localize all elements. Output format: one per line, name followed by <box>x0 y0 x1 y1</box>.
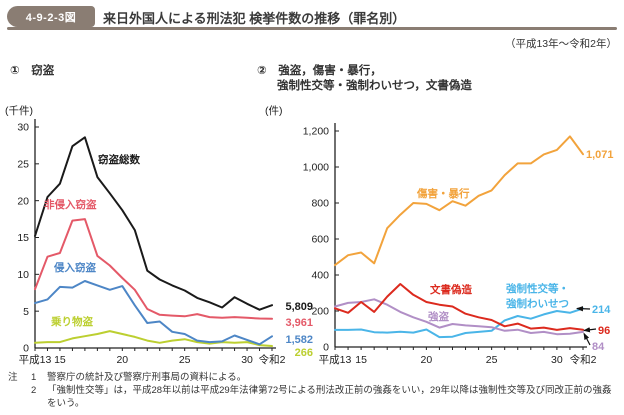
series-label-3: 乗り物盗 <box>50 315 93 328</box>
series-end-value-2: 1,582 <box>285 334 313 346</box>
series-line-3 <box>34 330 273 347</box>
note-item-2: 2 「強制性交等」は，平成28年以前は平成29年法律第72号による刑法改正前の強… <box>31 384 614 410</box>
x-tick-label: 20 <box>116 354 128 366</box>
series-end-value-1: 3,961 <box>285 317 313 329</box>
left-panel-heading: ① 窃盗 <box>10 64 54 79</box>
series-end-value-3: 214 <box>592 304 611 316</box>
y-tick-label: 600 <box>311 234 329 246</box>
footnotes: 注 1 警察庁の統計及び警察庁刑事局の資料による。 2 「強制性交等」は，平成2… <box>8 371 614 410</box>
series-end-value-2: 84 <box>592 341 605 353</box>
series-label-2: 侵入窃盗 <box>53 261 96 274</box>
note-text: 「強制性交等」は，平成28年以前は平成29年法律第72号による刑法改正前の強姦を… <box>47 385 612 409</box>
robbery-assault-line-chart: (件) 0 200 400 600 800 1,000 1,200 平成13 15 20 25 30 令和… <box>265 105 614 366</box>
x-tick-label: 令和2 <box>259 353 286 366</box>
header-divider <box>7 27 617 30</box>
y-axis-unit-label: (千件) <box>5 105 33 117</box>
x-tick-label: 15 <box>355 354 367 366</box>
series-label-0: 傷害・暴行 <box>416 187 470 200</box>
series-label-2: 強盗 <box>428 310 449 323</box>
y-tick-label: 10 <box>17 269 29 281</box>
series-end-value-3: 266 <box>295 347 313 359</box>
series-label-1: 文書偽造 <box>429 283 472 296</box>
note-number: 1 <box>31 372 37 383</box>
y-tick-label: 0 <box>23 343 29 355</box>
series-line-2 <box>34 280 273 346</box>
end-value-arrow-3 <box>576 306 591 312</box>
y-tick-label: 25 <box>17 158 29 170</box>
figure-number-badge: 4-9-2-3図 <box>7 6 95 27</box>
series-end-value-0: 5,809 <box>285 301 313 313</box>
left-panel-heading-line1: ① 窃盗 <box>10 65 55 77</box>
x-tick-label: 25 <box>486 354 498 366</box>
x-tick-label: 30 <box>551 354 563 366</box>
x-tick-label: 15 <box>54 354 66 366</box>
y-tick-label: 5 <box>23 306 29 318</box>
y-tick-label: 15 <box>17 232 29 244</box>
series-end-value-1: 96 <box>598 325 610 337</box>
x-tick-label: 平成13 <box>19 354 52 366</box>
series-line-0 <box>34 136 273 311</box>
right-panel-heading: ② 強盗，傷害・暴行， 強制性交等・強制わいせつ，文書偽造 <box>257 64 472 94</box>
series-label-3: 強制性交等・ <box>506 282 569 295</box>
series-line-2 <box>334 298 584 336</box>
end-value-arrow-2 <box>583 332 591 346</box>
x-tick-label: 25 <box>179 354 191 366</box>
right-panel-heading-line1: ② 強盗，傷害・暴行， <box>257 65 382 77</box>
series-line-1 <box>334 283 584 331</box>
x-tick-label: 平成13 <box>319 354 352 366</box>
y-tick-label: 0 <box>323 342 329 354</box>
end-value-arrow-1 <box>583 327 597 333</box>
y-tick-label: 400 <box>311 270 329 282</box>
series-line-0 <box>334 135 584 267</box>
figure-title: 来日外国人による刑法犯 検挙件数の推移（罪名別） <box>103 11 406 26</box>
note-item-1: 1 警察庁の統計及び警察庁刑事局の資料による。 <box>31 371 614 384</box>
right-panel-heading-line2: 強制性交等・強制わいせつ，文書偽造 <box>277 80 472 92</box>
x-tick-label: 30 <box>241 354 253 366</box>
x-tick-label: 20 <box>421 354 433 366</box>
series-label-1: 非侵入窃盗 <box>44 198 97 211</box>
series-line-3 <box>334 307 584 339</box>
series-line-1 <box>34 218 273 320</box>
y-tick-label: 20 <box>17 195 29 207</box>
y-tick-label: 30 <box>17 122 29 134</box>
series-end-value-0: 1,071 <box>586 149 614 161</box>
y-tick-label: 200 <box>311 306 329 318</box>
series-label-3: 強制わいせつ <box>506 297 569 310</box>
note-text: 警察庁の統計及び警察庁刑事局の資料による。 <box>47 372 247 383</box>
note-prefix: 注 <box>8 372 18 383</box>
period-note: （平成13年～令和2年） <box>504 38 617 50</box>
note-number: 2 <box>31 385 37 396</box>
x-tick-label: 令和2 <box>570 353 597 366</box>
y-tick-label: 1,200 <box>303 126 329 138</box>
series-label-0: 窃盗総数 <box>98 153 140 166</box>
y-tick-label: 800 <box>311 198 329 210</box>
y-axis-unit-label: (件) <box>265 105 283 117</box>
y-tick-label: 1,000 <box>303 162 329 174</box>
